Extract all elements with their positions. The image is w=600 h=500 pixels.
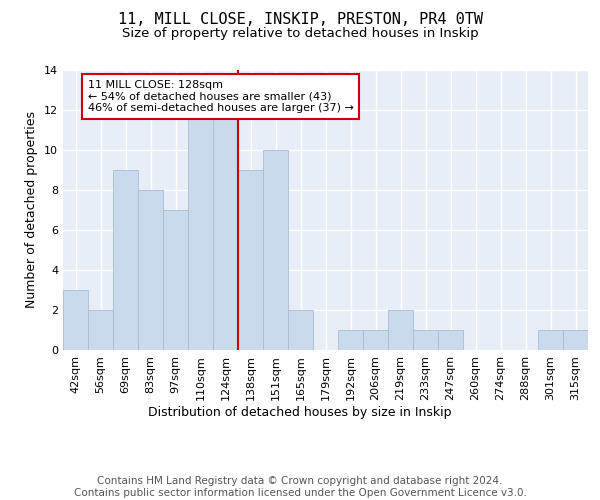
Bar xyxy=(138,190,163,350)
Text: 11, MILL CLOSE, INSKIP, PRESTON, PR4 0TW: 11, MILL CLOSE, INSKIP, PRESTON, PR4 0TW xyxy=(118,12,482,28)
Bar xyxy=(238,170,263,350)
Bar xyxy=(88,310,113,350)
Bar xyxy=(338,330,363,350)
Text: Contains HM Land Registry data © Crown copyright and database right 2024.
Contai: Contains HM Land Registry data © Crown c… xyxy=(74,476,526,498)
Bar xyxy=(63,290,88,350)
Bar xyxy=(363,330,388,350)
Bar xyxy=(163,210,188,350)
Bar xyxy=(288,310,313,350)
Bar xyxy=(113,170,138,350)
Bar xyxy=(388,310,413,350)
Text: 11 MILL CLOSE: 128sqm
← 54% of detached houses are smaller (43)
46% of semi-deta: 11 MILL CLOSE: 128sqm ← 54% of detached … xyxy=(88,80,354,113)
Bar xyxy=(263,150,288,350)
Y-axis label: Number of detached properties: Number of detached properties xyxy=(25,112,38,308)
Text: Distribution of detached houses by size in Inskip: Distribution of detached houses by size … xyxy=(148,406,452,419)
Text: Size of property relative to detached houses in Inskip: Size of property relative to detached ho… xyxy=(122,28,478,40)
Bar xyxy=(538,330,563,350)
Bar xyxy=(213,110,238,350)
Bar xyxy=(413,330,438,350)
Bar xyxy=(188,110,213,350)
Bar xyxy=(563,330,588,350)
Bar xyxy=(438,330,463,350)
